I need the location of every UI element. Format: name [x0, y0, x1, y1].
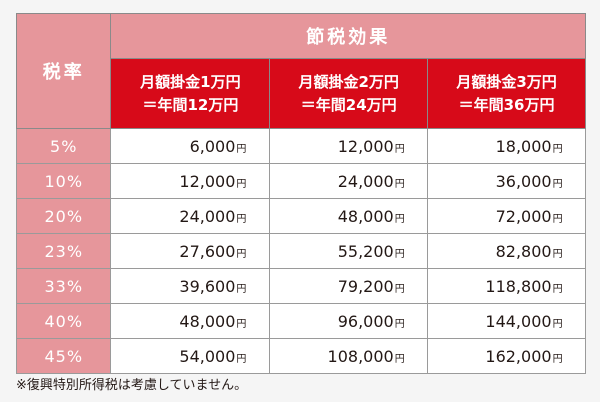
yen-unit: 円: [236, 353, 247, 365]
savings-value: 118,800: [485, 276, 552, 296]
savings-cell: 54,000円: [110, 338, 271, 374]
savings-cell: 96,000円: [269, 303, 429, 339]
tax-savings-group-header: 節税効果: [110, 13, 586, 59]
yen-unit: 円: [394, 248, 405, 260]
yen-unit: 円: [236, 248, 247, 260]
column-header-10k: 月額掛金1万円 ＝年間12万円: [110, 58, 271, 129]
savings-value: 36,000: [495, 171, 552, 191]
yen-unit: 円: [552, 213, 563, 225]
yen-unit: 円: [394, 213, 405, 225]
column-header-monthly: 月額掛金2万円: [298, 72, 399, 91]
savings-cell: 36,000円: [427, 163, 586, 199]
yen-unit: 円: [552, 318, 563, 330]
column-header-annual: ＝年間24万円: [300, 95, 397, 114]
savings-cell: 12,000円: [269, 128, 429, 164]
savings-value: 48,000: [179, 311, 236, 331]
savings-value: 54,000: [179, 346, 236, 366]
tax-rate-cell: 23%: [15, 233, 112, 269]
column-header-20k: 月額掛金2万円 ＝年間24万円: [269, 58, 429, 129]
tax-rate-cell: 45%: [15, 338, 112, 374]
footnote: ※復興特別所得税は考慮していません。: [16, 378, 248, 393]
savings-cell: 144,000円: [427, 303, 586, 339]
table-row: 5% 6,000円 12,000円 18,000円: [15, 128, 586, 164]
tax-rate-cell: 10%: [15, 163, 112, 199]
savings-value: 144,000: [485, 311, 552, 331]
savings-value: 55,200: [337, 241, 394, 261]
savings-cell: 55,200円: [269, 233, 429, 269]
yen-unit: 円: [236, 283, 247, 295]
table-row: 33% 39,600円 79,200円 118,800円: [15, 268, 586, 304]
yen-unit: 円: [236, 213, 247, 225]
tax-rate-header: 税率: [15, 13, 112, 129]
yen-unit: 円: [236, 178, 247, 190]
savings-value: 48,000: [337, 206, 394, 226]
yen-unit: 円: [394, 318, 405, 330]
savings-value: 72,000: [495, 206, 552, 226]
tax-rate-cell: 33%: [15, 268, 112, 304]
column-header-monthly: 月額掛金3万円: [456, 72, 557, 91]
savings-cell: 108,000円: [269, 338, 429, 374]
tax-savings-table: 税率 節税効果 月額掛金1万円 ＝年間12万円 月額掛金2万円 ＝年間24万円 …: [15, 13, 586, 374]
savings-value: 79,200: [337, 276, 394, 296]
savings-value: 96,000: [337, 311, 394, 331]
savings-cell: 72,000円: [427, 198, 586, 234]
savings-cell: 48,000円: [269, 198, 429, 234]
savings-cell: 6,000円: [110, 128, 271, 164]
table-row: 23% 27,600円 55,200円 82,800円: [15, 233, 586, 269]
tax-rate-cell: 40%: [15, 303, 112, 339]
savings-value: 27,600: [179, 241, 236, 261]
savings-cell: 24,000円: [110, 198, 271, 234]
column-header-30k: 月額掛金3万円 ＝年間36万円: [427, 58, 586, 129]
savings-value: 108,000: [327, 346, 394, 366]
yen-unit: 円: [394, 143, 405, 155]
savings-value: 39,600: [179, 276, 236, 296]
savings-cell: 82,800円: [427, 233, 586, 269]
savings-value: 12,000: [337, 136, 394, 156]
yen-unit: 円: [394, 283, 405, 295]
savings-cell: 27,600円: [110, 233, 271, 269]
savings-value: 12,000: [179, 171, 236, 191]
yen-unit: 円: [394, 178, 405, 190]
table-row: 45% 54,000円 108,000円 162,000円: [15, 338, 586, 374]
savings-value: 24,000: [179, 206, 236, 226]
yen-unit: 円: [236, 143, 247, 155]
column-header-annual: ＝年間36万円: [458, 95, 555, 114]
tax-rate-cell: 5%: [15, 128, 112, 164]
tax-rate-cell: 20%: [15, 198, 112, 234]
yen-unit: 円: [552, 248, 563, 260]
savings-cell: 24,000円: [269, 163, 429, 199]
yen-unit: 円: [236, 318, 247, 330]
column-header-annual: ＝年間12万円: [142, 95, 239, 114]
savings-cell: 162,000円: [427, 338, 586, 374]
table-row: 10% 12,000円 24,000円 36,000円: [15, 163, 586, 199]
savings-cell: 18,000円: [427, 128, 586, 164]
table-row: 20% 24,000円 48,000円 72,000円: [15, 198, 586, 234]
column-header-monthly: 月額掛金1万円: [140, 72, 241, 91]
savings-cell: 39,600円: [110, 268, 271, 304]
yen-unit: 円: [394, 353, 405, 365]
yen-unit: 円: [552, 178, 563, 190]
savings-cell: 12,000円: [110, 163, 271, 199]
yen-unit: 円: [552, 353, 563, 365]
savings-value: 24,000: [337, 171, 394, 191]
table-row: 40% 48,000円 96,000円 144,000円: [15, 303, 586, 339]
savings-cell: 79,200円: [269, 268, 429, 304]
savings-value: 82,800: [495, 241, 552, 261]
yen-unit: 円: [552, 283, 563, 295]
savings-value: 6,000: [189, 136, 236, 156]
savings-value: 162,000: [485, 346, 552, 366]
savings-value: 18,000: [495, 136, 552, 156]
yen-unit: 円: [552, 143, 563, 155]
savings-cell: 48,000円: [110, 303, 271, 339]
savings-cell: 118,800円: [427, 268, 586, 304]
